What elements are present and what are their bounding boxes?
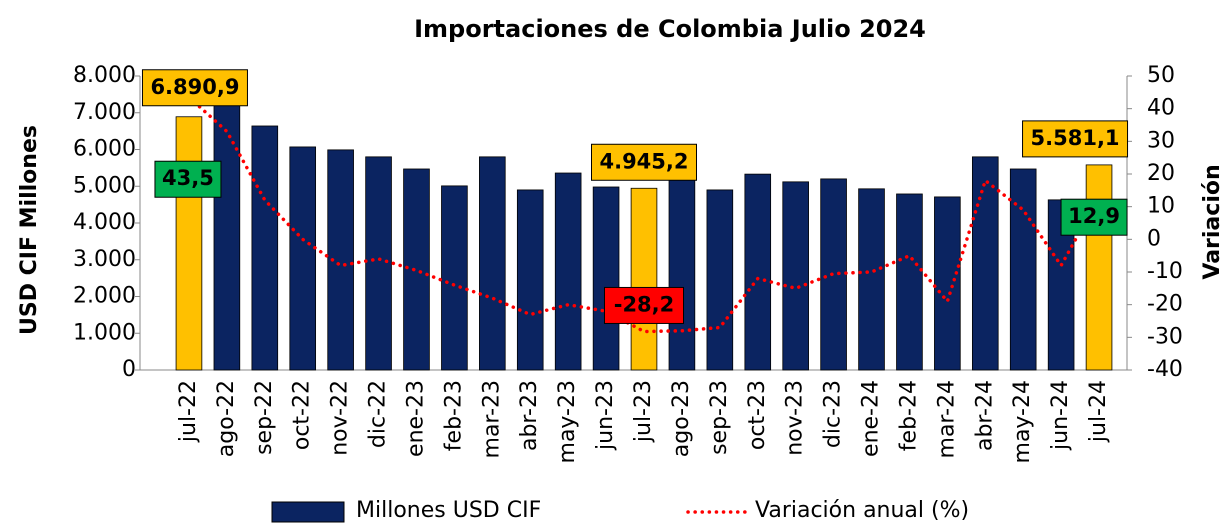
legend-label: Millones USD CIF [356,498,541,523]
bar [175,116,203,371]
bar-value-label: 5.581,1 [1031,126,1120,150]
bar [630,187,658,371]
bar [403,168,430,371]
x-tick-label: abr-23 [517,380,542,451]
y-tick-label: 8.000 [73,63,136,88]
x-tick-label: feb-24 [896,380,921,451]
bar [441,185,468,371]
y-axis-title: USD CIF Millones [17,125,42,335]
x-tick-label: may-23 [555,380,580,463]
x-tick-label: nov-22 [328,380,353,456]
bar [365,156,392,371]
bar [516,189,544,371]
y2-axis-title: Variación [1200,164,1225,279]
x-tick-label: jun-24 [1048,380,1073,451]
y2-tick-label: -10 [1147,259,1183,284]
x-tick-label: jul-24 [1086,380,1111,443]
y2-tick-label: -30 [1147,324,1183,349]
x-tick-label: mar-24 [934,380,959,458]
y2-tick-label: 40 [1147,96,1175,121]
legend-label: Variación anual (%) [755,498,969,523]
x-tick-label: ago-22 [214,380,239,457]
y-tick-label: 1.000 [73,320,136,345]
y2-tick-label: 10 [1147,194,1175,219]
y-tick-label: 6.000 [73,137,136,162]
bar [782,181,809,371]
bar-value-label-box [141,69,248,107]
y2-tick-label: -20 [1147,292,1183,317]
x-tick-label: mar-23 [479,380,504,458]
bar [971,156,999,371]
bar-value-label: 4.945,2 [599,149,688,173]
x-tick-label: ene-24 [859,380,884,457]
line-value-label-box [1060,198,1128,236]
x-tick-label: may-24 [1010,380,1035,463]
line-value-label-box [604,286,684,324]
line [187,95,1101,334]
x-tick-label: dic-23 [821,380,846,448]
y-tick-label: 4.000 [73,210,136,235]
bar [1085,164,1113,371]
bar [820,178,847,371]
line-value-label-box [154,160,222,198]
y2-tick-label: 0 [1147,226,1161,251]
y-tick-label: 3.000 [73,247,136,272]
y-tick-label: 2.000 [73,284,136,309]
bar-value-label-box [591,143,697,181]
y2-tick-label: 20 [1147,161,1175,186]
x-tick-label: oct-23 [745,380,770,450]
x-tick-label: oct-22 [290,380,315,450]
chart-title: Importaciones de Colombia Julio 2024 [414,15,926,43]
bar-value-label: 6.890,9 [150,75,239,99]
bar [706,189,734,371]
x-tick-label: sep-22 [252,380,277,455]
bar [668,178,696,371]
bar-value-label-box [1022,120,1129,158]
bar [554,172,582,371]
bar [858,188,885,371]
y2-tick-label: 50 [1147,63,1175,88]
x-tick-label: ene-23 [403,380,428,457]
y2-tick-label: 30 [1147,128,1175,153]
line-value-label: 12,9 [1068,204,1120,228]
y-tick-label: 7.000 [73,100,136,125]
x-tick-label: feb-23 [441,380,466,451]
x-tick-label: abr-24 [972,380,997,451]
x-tick-label: jun-23 [593,380,618,451]
bar [592,186,620,371]
x-tick-label: sep-23 [707,380,732,455]
bar [289,146,317,371]
x-tick-label: nov-23 [783,380,808,456]
y-tick-label: 0 [122,357,136,382]
y2-tick-label: -40 [1147,357,1183,382]
line-value-label: 43,5 [162,166,214,190]
bar [934,196,961,371]
x-tick-label: ago-23 [669,380,694,457]
x-tick-label: dic-22 [366,380,391,448]
legend-swatch [271,501,345,523]
x-tick-label: jul-23 [631,380,656,443]
bar [896,193,923,371]
bar [251,125,279,371]
y-tick-label: 5.000 [73,173,136,198]
x-tick-label: jul-22 [176,380,201,443]
bar [479,156,506,371]
bar [744,173,772,371]
bar [1009,168,1037,371]
bar [213,101,241,371]
line-value-label: -28,2 [614,292,675,316]
